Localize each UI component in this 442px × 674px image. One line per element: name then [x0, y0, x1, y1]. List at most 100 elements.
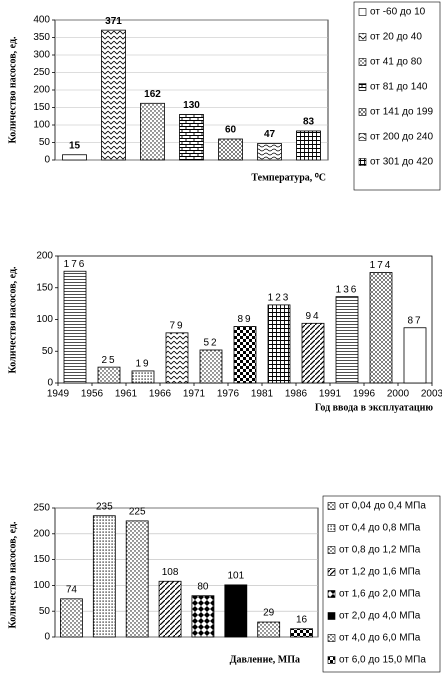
- legend-label: от 2,0 до 4,0 МПа: [339, 611, 421, 622]
- legend-label: от 0,04 до 0,4 МПа: [339, 501, 426, 512]
- value-label: 52: [203, 338, 218, 349]
- y-tick-label: 100: [33, 580, 50, 591]
- legend-label: от 1,2 до 1,6 МПа: [339, 567, 421, 578]
- bar: [101, 29, 126, 161]
- bar: [257, 621, 281, 638]
- y-axis-label: Количество насосов, ед.: [7, 521, 18, 629]
- y-tick-label: 350: [33, 32, 50, 43]
- y-tick-label: 150: [33, 102, 50, 113]
- bar: [369, 272, 393, 384]
- value-label: 101: [227, 571, 244, 582]
- y-tick-label: 100: [36, 314, 53, 325]
- bar: [218, 138, 243, 161]
- y-tick-label: 200: [33, 85, 50, 96]
- x-tick-label: 1976: [217, 389, 240, 400]
- bar: [158, 580, 182, 638]
- value-label: 89: [237, 314, 252, 325]
- value-label: 174: [370, 260, 393, 271]
- bar: [92, 515, 116, 638]
- bar: [125, 520, 149, 638]
- bar: [199, 349, 223, 384]
- value-label: 29: [263, 608, 275, 619]
- value-label: 60: [225, 125, 237, 136]
- bar: [191, 595, 215, 638]
- x-tick-label: 1949: [47, 389, 70, 400]
- value-label: 25: [101, 355, 116, 366]
- x-axis-label: Температура, ⁰С: [251, 172, 326, 183]
- value-label: 371: [105, 16, 122, 27]
- legend-label: от 81 до 140: [370, 82, 428, 93]
- legend-swatch: [327, 524, 336, 532]
- y-tick-label: 150: [33, 554, 50, 565]
- value-label: 47: [264, 129, 276, 140]
- legend-swatch: [327, 612, 336, 620]
- legend-swatch: [358, 133, 367, 141]
- legend-swatch: [358, 33, 367, 41]
- value-label: 130: [183, 100, 200, 111]
- x-tick-label: 2003: [421, 389, 442, 400]
- bar: [224, 584, 248, 638]
- legend-swatch: [358, 58, 367, 66]
- legend-swatch: [327, 590, 336, 598]
- bar: [62, 154, 87, 161]
- legend-box: [353, 1, 441, 191]
- y-tick-label: 400: [33, 15, 50, 26]
- legend-label: от 6,0 до 15,0 МПа: [339, 655, 426, 666]
- bar: [60, 598, 83, 638]
- legend-label: от -60 до 10: [370, 7, 426, 18]
- bar: [97, 366, 121, 384]
- value-label: 15: [69, 140, 81, 151]
- x-axis-label: Год ввода в эксплуатацию: [315, 402, 433, 413]
- y-tick-label: 50: [39, 137, 51, 148]
- legend-swatch: [327, 634, 336, 642]
- legend-label: от 141 до 199: [370, 107, 433, 118]
- bar: [63, 270, 87, 384]
- y-tick-label: 150: [36, 282, 53, 293]
- value-label: 80: [197, 581, 209, 592]
- value-label: 74: [66, 584, 78, 595]
- bar: [301, 322, 325, 384]
- value-label: 123: [268, 293, 291, 304]
- x-tick-label: 1966: [149, 389, 172, 400]
- y-tick-label: 250: [33, 67, 50, 78]
- value-label: 162: [144, 89, 161, 100]
- legend-label: от 20 до 40: [370, 32, 422, 43]
- legend-swatch: [358, 8, 367, 16]
- bar: [290, 628, 313, 638]
- legend-swatch: [327, 502, 336, 510]
- bar: [179, 114, 204, 161]
- x-tick-label: 2000: [387, 389, 410, 400]
- y-tick-label: 0: [44, 155, 50, 166]
- y-tick-label: 300: [33, 50, 50, 61]
- value-label: 176: [64, 259, 87, 270]
- y-tick-label: 200: [36, 251, 53, 262]
- bar: [140, 102, 165, 161]
- x-tick-label: 1961: [115, 389, 138, 400]
- legend-swatch: [327, 546, 336, 554]
- legend-label: от 0,8 до 1,2 МПа: [339, 545, 421, 556]
- legend-swatch: [327, 568, 336, 576]
- x-tick-label: 1981: [251, 389, 274, 400]
- value-label: 16: [296, 614, 308, 625]
- y-tick-label: 100: [33, 120, 50, 131]
- bar: [403, 327, 427, 384]
- legend-swatch: [327, 656, 336, 664]
- legend-label: от 4,0 до 6,0 МПа: [339, 633, 421, 644]
- y-tick-label: 0: [47, 378, 53, 389]
- legend-swatch: [358, 108, 367, 116]
- legend-label: от 41 до 80: [370, 57, 422, 68]
- x-tick-label: 1971: [183, 389, 206, 400]
- y-tick-label: 250: [33, 503, 50, 514]
- y-axis-label: Количество насосов, ед.: [7, 36, 18, 144]
- x-tick-label: 1991: [319, 389, 342, 400]
- x-tick-label: 1956: [81, 389, 104, 400]
- legend-label: от 301 до 420: [370, 157, 433, 168]
- value-label: 19: [135, 359, 150, 370]
- x-tick-label: 1996: [353, 389, 376, 400]
- x-axis-label: Давление, МПа: [230, 654, 300, 665]
- y-tick-label: 50: [42, 346, 54, 357]
- legend-swatch: [358, 83, 367, 91]
- legend-box: [322, 495, 441, 673]
